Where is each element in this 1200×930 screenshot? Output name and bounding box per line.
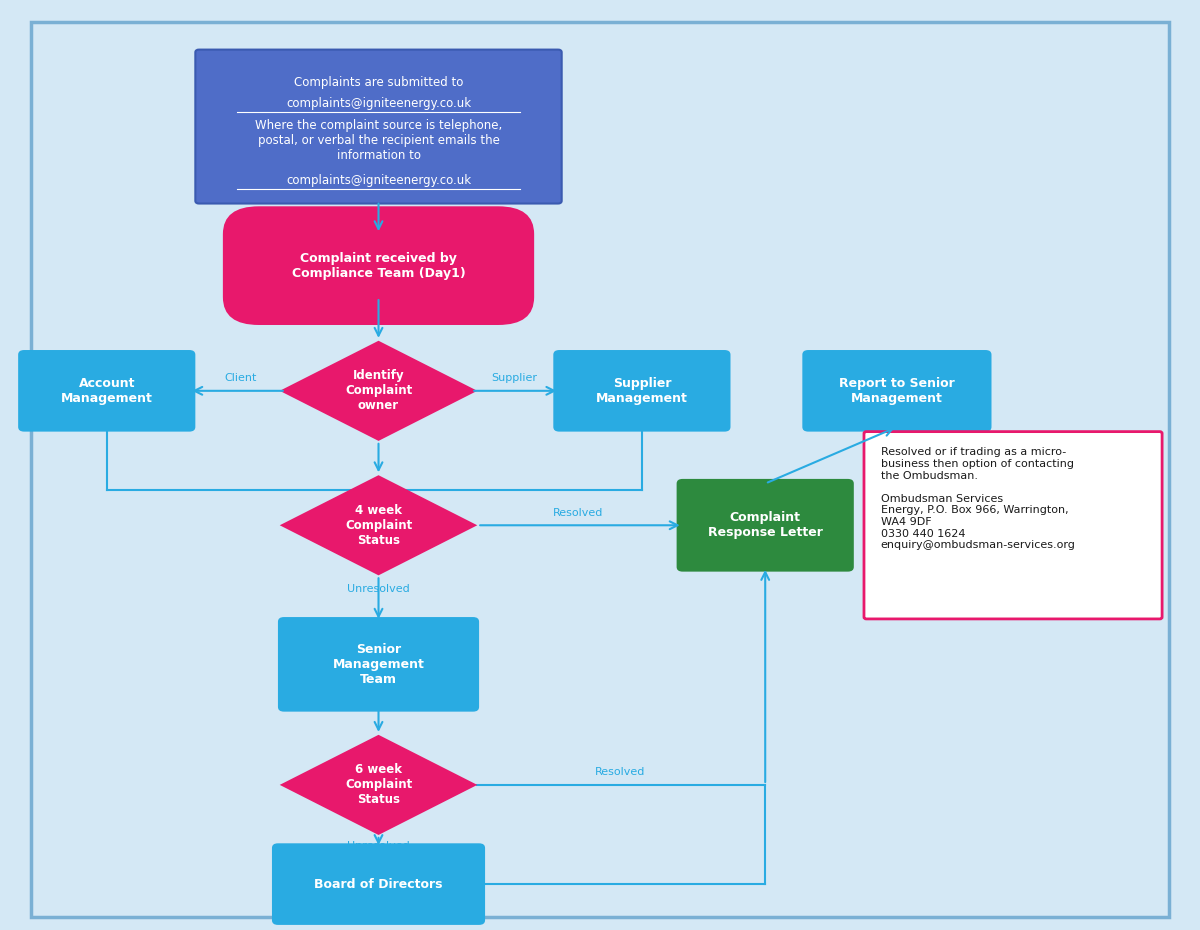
Text: Complaints are submitted to: Complaints are submitted to <box>294 75 463 88</box>
Text: Unresolved: Unresolved <box>347 584 410 593</box>
Text: Unresolved: Unresolved <box>347 841 410 851</box>
Polygon shape <box>280 735 478 835</box>
Text: Supplier
Management: Supplier Management <box>596 377 688 405</box>
FancyBboxPatch shape <box>864 432 1162 619</box>
Text: Senior
Management
Team: Senior Management Team <box>332 643 425 685</box>
FancyBboxPatch shape <box>553 350 731 432</box>
Text: Resolved or if trading as a micro-
business then option of contacting
the Ombuds: Resolved or if trading as a micro- busin… <box>881 447 1075 551</box>
Text: Resolved: Resolved <box>553 508 604 518</box>
FancyBboxPatch shape <box>31 21 1169 918</box>
Text: Complaint received by
Compliance Team (Day1): Complaint received by Compliance Team (D… <box>292 252 466 280</box>
Text: Board of Directors: Board of Directors <box>314 878 443 891</box>
Text: 6 week
Complaint
Status: 6 week Complaint Status <box>344 764 412 806</box>
Polygon shape <box>280 340 478 441</box>
Text: Where the complaint source is telephone,
postal, or verbal the recipient emails : Where the complaint source is telephone,… <box>254 119 502 162</box>
Text: Report to Senior
Management: Report to Senior Management <box>839 377 955 405</box>
Text: Supplier: Supplier <box>491 374 536 383</box>
Text: Identify
Complaint
owner: Identify Complaint owner <box>344 369 412 412</box>
FancyBboxPatch shape <box>272 844 485 925</box>
FancyBboxPatch shape <box>18 350 196 432</box>
Text: Complaint
Response Letter: Complaint Response Letter <box>708 512 823 539</box>
Text: 4 week
Complaint
Status: 4 week Complaint Status <box>344 504 412 547</box>
Text: Resolved: Resolved <box>595 767 646 777</box>
Polygon shape <box>280 475 478 576</box>
FancyBboxPatch shape <box>223 206 534 325</box>
Text: Client: Client <box>224 374 257 383</box>
FancyBboxPatch shape <box>278 618 479 711</box>
FancyBboxPatch shape <box>677 479 854 572</box>
Text: Account
Management: Account Management <box>61 377 152 405</box>
FancyBboxPatch shape <box>803 350 991 432</box>
Text: complaints@igniteenergy.co.uk: complaints@igniteenergy.co.uk <box>286 97 472 110</box>
FancyBboxPatch shape <box>196 49 562 204</box>
Text: complaints@igniteenergy.co.uk: complaints@igniteenergy.co.uk <box>286 174 472 187</box>
